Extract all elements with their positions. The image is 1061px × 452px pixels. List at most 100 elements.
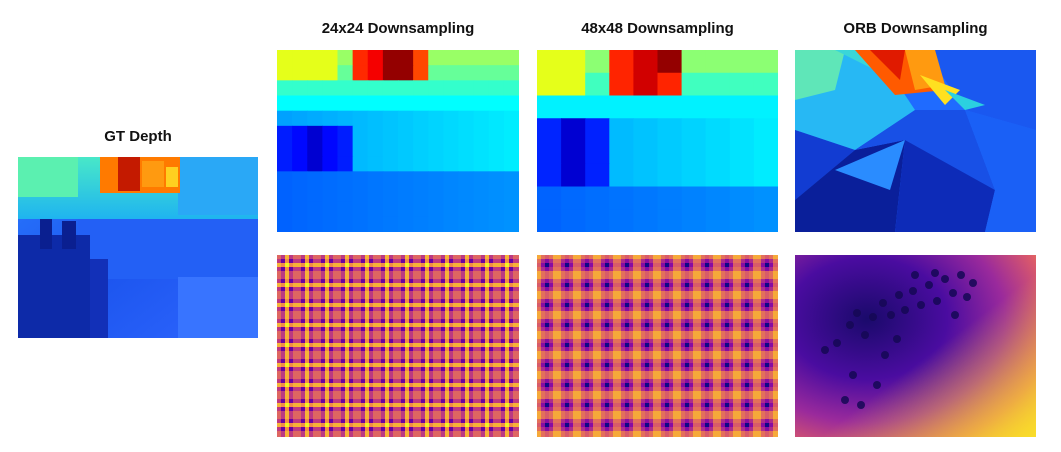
distance-cell-982 [561, 319, 566, 324]
distance-cell-55 [757, 255, 762, 260]
distance-cell-731 [777, 299, 778, 304]
distance-cell-114 [489, 259, 494, 264]
distance-cell-768 [681, 303, 686, 308]
distance-cell-1279 [513, 335, 518, 340]
distance-cell-1830 [277, 375, 282, 380]
distance-cell-1792 [629, 371, 634, 376]
distance-cell-2490 [477, 415, 482, 420]
distance-cell-912 [769, 311, 774, 316]
distance-cell-474 [725, 283, 730, 288]
distance-cell-174 [745, 263, 750, 268]
distance-cell-29 [393, 255, 398, 260]
distance-cell-2410 [401, 411, 406, 416]
distance-cell-1128 [397, 327, 402, 332]
distance-cell-926 [581, 315, 586, 320]
distance-cell-1972 [357, 383, 362, 388]
depth-cell-22 [585, 95, 610, 119]
distance-cell-1077 [697, 323, 702, 328]
distance-cell-2181 [461, 395, 466, 400]
distance-cell-1243 [369, 335, 374, 340]
distance-cell-788 [761, 303, 766, 308]
distance-cell-1126 [389, 327, 394, 332]
distance-cell-235 [745, 267, 750, 272]
distance-cell-405 [693, 279, 698, 284]
distance-cell-1507 [449, 351, 454, 356]
distance-cell-2010 [509, 383, 514, 388]
depth-cell-44 [633, 141, 659, 165]
distance-cell-533 [717, 287, 722, 292]
distance-cell-2666 [449, 427, 454, 432]
distance-cell-685 [593, 299, 598, 304]
distance-cell-2057 [453, 387, 458, 392]
distance-cell-1108 [577, 327, 582, 332]
distance-cell-937 [365, 315, 370, 320]
distance-cell-121 [777, 259, 778, 264]
distance-cell-789 [765, 303, 770, 308]
distance-cell-2792 [465, 435, 470, 437]
distance-cell-1246 [641, 335, 646, 340]
distance-cell-574 [377, 291, 382, 296]
distance-cell-1039 [285, 323, 290, 328]
distance-cell-386 [617, 279, 622, 284]
distance-cell-427 [277, 283, 282, 288]
distance-cell-844 [741, 307, 746, 312]
distance-cell-874 [357, 311, 362, 316]
distance-cell-218 [677, 267, 682, 272]
distance-cell-1007 [401, 319, 406, 324]
distance-cell-1059 [365, 323, 370, 328]
distance-cell-351 [721, 275, 726, 280]
distance-cell-1175 [341, 331, 346, 336]
distance-cell-1762 [493, 367, 498, 372]
distance-cell-970 [757, 315, 762, 320]
distance-cell-153 [661, 263, 666, 268]
distance-cell-591 [705, 291, 710, 296]
distance-cell-794 [281, 307, 286, 312]
distance-cell-100 [693, 259, 698, 264]
distance-cell-2787 [445, 435, 450, 437]
distance-cell-326 [361, 275, 366, 280]
distance-cell-1444 [701, 347, 706, 352]
depth-cell-40 [398, 80, 414, 97]
distance-cell-2047 [413, 387, 418, 392]
distance-cell-123 [541, 263, 546, 268]
distance-cell-353 [469, 275, 474, 280]
distance-cell-2247 [481, 399, 486, 404]
distance-cell-1152 [493, 327, 498, 332]
distance-cell-1182 [629, 331, 634, 336]
distance-cell-1711 [549, 367, 554, 372]
distance-cell-646 [681, 295, 686, 300]
distance-cell-856 [545, 311, 550, 316]
distance-cell-1164 [297, 331, 302, 336]
distance-cell-1588 [285, 359, 290, 364]
distance-cell-114 [749, 259, 754, 264]
distance-cell-255 [321, 271, 326, 276]
distance-cell-2760 [337, 435, 342, 437]
distance-cell-257 [589, 271, 594, 276]
distance-cell-852 [773, 307, 778, 312]
distance-cell-575 [381, 291, 386, 296]
distance-cell-242 [513, 267, 518, 272]
distance-cell-1082 [717, 323, 722, 328]
distance-cell-1868 [689, 375, 694, 380]
distance-cell-1155 [765, 327, 770, 332]
distance-cell-902 [469, 311, 474, 316]
distance-cell-434 [565, 283, 570, 288]
distance-cell-547 [513, 287, 518, 292]
distance-cell-724 [489, 299, 494, 304]
distance-cell-480 [489, 283, 494, 288]
distance-cell-1911 [357, 379, 362, 384]
distance-cell-584 [417, 291, 422, 296]
distance-cell-2173 [429, 395, 434, 400]
distance-cell-1225 [557, 335, 562, 340]
distance-cell-1328 [465, 339, 470, 344]
distance-cell-1815 [721, 371, 726, 376]
distance-cell-831 [689, 307, 694, 312]
distance-cell-1846 [601, 375, 606, 380]
distance-cell-1331 [477, 339, 482, 344]
distance-cell-1097 [517, 323, 519, 328]
distance-cell-1365 [369, 343, 374, 348]
distance-cell-950 [677, 315, 682, 320]
distance-cell-965 [477, 315, 482, 320]
distance-cell-1202 [449, 331, 454, 336]
distance-cell-703 [665, 299, 670, 304]
